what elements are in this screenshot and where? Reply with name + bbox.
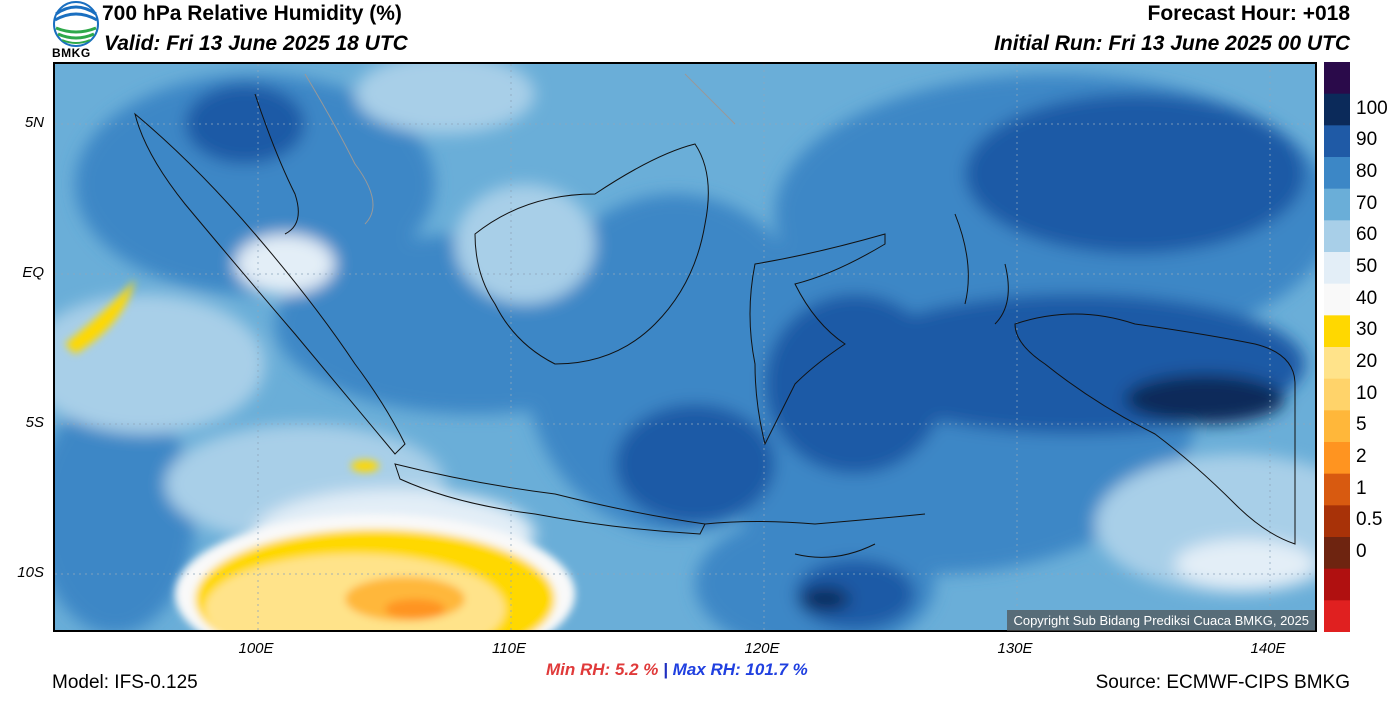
valid-time: Valid: Fri 13 June 2025 18 UTC bbox=[104, 32, 408, 55]
colorbar-swatches bbox=[1324, 62, 1350, 633]
bmkg-logo bbox=[52, 0, 100, 60]
colorbar-label: 10 bbox=[1356, 382, 1378, 404]
max-rh-label: Max RH: 101.7 % bbox=[672, 660, 808, 679]
colorbar-label: 30 bbox=[1356, 319, 1378, 341]
forecast-hour: Forecast Hour: +018 bbox=[1147, 2, 1351, 25]
lon-label-140e: 140E bbox=[1250, 640, 1286, 657]
colorbar-label: 50 bbox=[1356, 255, 1378, 277]
colorbar-swatch bbox=[1324, 347, 1350, 380]
lat-label-eq: EQ bbox=[22, 264, 44, 281]
lon-label-110e: 110E bbox=[492, 640, 526, 657]
colorbar-label: 1 bbox=[1356, 477, 1367, 499]
colorbar-label: 60 bbox=[1356, 224, 1378, 246]
colorbar-label: 90 bbox=[1356, 129, 1378, 151]
stats-separator: | bbox=[663, 660, 668, 679]
map-canvas bbox=[55, 64, 1315, 630]
colorbar-swatch bbox=[1324, 378, 1350, 411]
colorbar-swatch bbox=[1324, 600, 1350, 633]
colorbar-label: 0 bbox=[1356, 540, 1367, 562]
colorbar-swatch bbox=[1324, 568, 1350, 601]
map-title: 700 hPa Relative Humidity (%) bbox=[102, 2, 402, 25]
colorbar-swatch bbox=[1324, 473, 1350, 506]
colorbar-label: 5 bbox=[1356, 414, 1367, 436]
colorbar-label: 2 bbox=[1356, 445, 1367, 467]
min-rh-value: 5.2 % bbox=[614, 660, 659, 679]
min-rh-label: Min RH: bbox=[546, 660, 611, 679]
model-label: Model: IFS-0.125 bbox=[52, 672, 198, 693]
colorbar-swatch bbox=[1324, 157, 1350, 190]
lat-label-10s: 10S bbox=[17, 564, 44, 581]
lon-label-100e: 100E bbox=[238, 640, 274, 657]
rh-stats: Min RH: 5.2 % | Max RH: 101.7 % bbox=[546, 660, 808, 680]
colorbar-swatch bbox=[1324, 188, 1350, 221]
lon-label-120e: 120E bbox=[744, 640, 780, 657]
initial-run: Initial Run: Fri 13 June 2025 00 UTC bbox=[994, 32, 1350, 55]
colorbar-swatch bbox=[1324, 505, 1350, 538]
colorbar-label: 80 bbox=[1356, 160, 1378, 182]
colorbar-swatch bbox=[1324, 410, 1350, 443]
colorbar-label: 100 bbox=[1356, 97, 1388, 119]
colorbar-label: 70 bbox=[1356, 192, 1378, 214]
colorbar-swatch bbox=[1324, 442, 1350, 475]
copyright-notice: Copyright Sub Bidang Prediksi Cuaca BMKG… bbox=[1007, 610, 1315, 631]
colorbar-swatch bbox=[1324, 62, 1350, 95]
colorbar-swatch bbox=[1324, 252, 1350, 285]
colorbar-swatch bbox=[1324, 283, 1350, 316]
logo-text: BMKG bbox=[52, 46, 91, 60]
lat-label-5n: 5N bbox=[24, 114, 44, 131]
colorbar-swatch bbox=[1324, 125, 1350, 158]
colorbar bbox=[1324, 62, 1350, 633]
colorbar-swatch bbox=[1324, 537, 1350, 570]
lat-label-5s: 5S bbox=[25, 414, 44, 431]
colorbar-swatch bbox=[1324, 93, 1350, 126]
lon-label-130e: 130E bbox=[997, 640, 1033, 657]
colorbar-label: 40 bbox=[1356, 287, 1378, 309]
colorbar-label: 0.5 bbox=[1356, 509, 1383, 531]
humidity-map bbox=[53, 62, 1317, 632]
colorbar-label: 20 bbox=[1356, 350, 1378, 372]
colorbar-swatch bbox=[1324, 220, 1350, 253]
source-label: Source: ECMWF-CIPS BMKG bbox=[1095, 672, 1350, 693]
colorbar-swatch bbox=[1324, 315, 1350, 348]
